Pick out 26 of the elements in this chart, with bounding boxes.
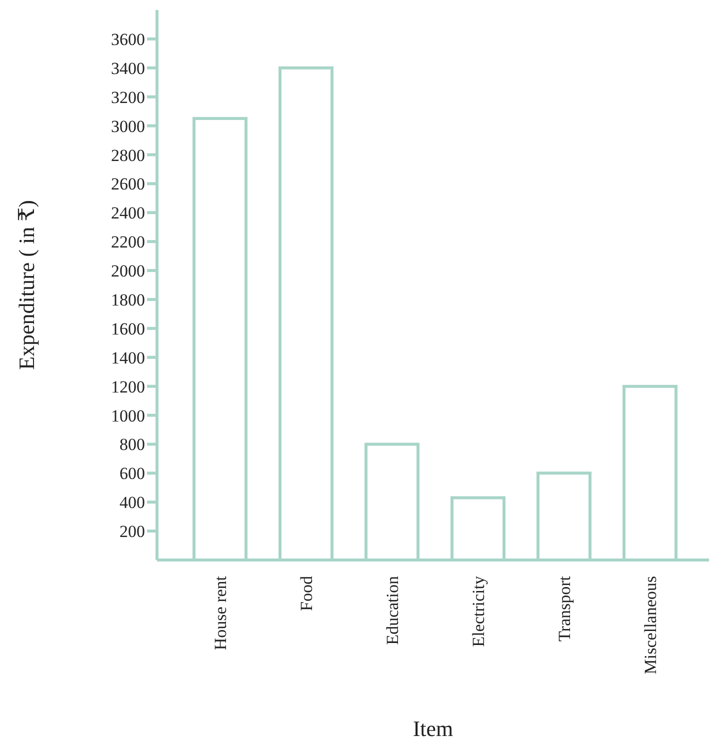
y-tick-label: 1200 bbox=[111, 377, 145, 396]
x-tick-label: Food bbox=[297, 576, 316, 611]
y-tick-label: 2200 bbox=[111, 232, 145, 252]
y-tick-label: 200 bbox=[120, 522, 145, 542]
y-tick-label: 600 bbox=[120, 464, 145, 484]
y-tick-label: 2800 bbox=[111, 146, 145, 165]
y-tick-label: 1000 bbox=[111, 406, 145, 426]
x-axis-title: Item bbox=[412, 716, 454, 741]
y-axis-title: Expenditure ( in ₹) bbox=[14, 200, 39, 370]
y-tick-label: 400 bbox=[120, 493, 145, 512]
y-tick-label: 1600 bbox=[111, 319, 145, 338]
x-tick-label: Transport bbox=[555, 576, 574, 642]
y-tick-label: 800 bbox=[120, 435, 145, 454]
y-tick-label: 2400 bbox=[111, 204, 145, 223]
x-tick-label: House rent bbox=[211, 576, 230, 650]
y-tick-label: 3200 bbox=[111, 88, 145, 107]
y-tick-label: 2600 bbox=[111, 174, 145, 194]
x-tick-label: Electricity bbox=[469, 576, 488, 647]
y-tick-label: 3400 bbox=[111, 58, 145, 78]
y-tick-label: 2000 bbox=[111, 262, 145, 281]
x-tick-label: Education bbox=[383, 576, 402, 645]
y-tick-label: 1400 bbox=[111, 348, 145, 368]
y-tick-label: 3000 bbox=[111, 116, 145, 136]
x-tick-label: Miscellaneous bbox=[641, 576, 660, 674]
y-tick-label: 3600 bbox=[111, 30, 145, 49]
y-tick-label: 1800 bbox=[111, 290, 145, 310]
